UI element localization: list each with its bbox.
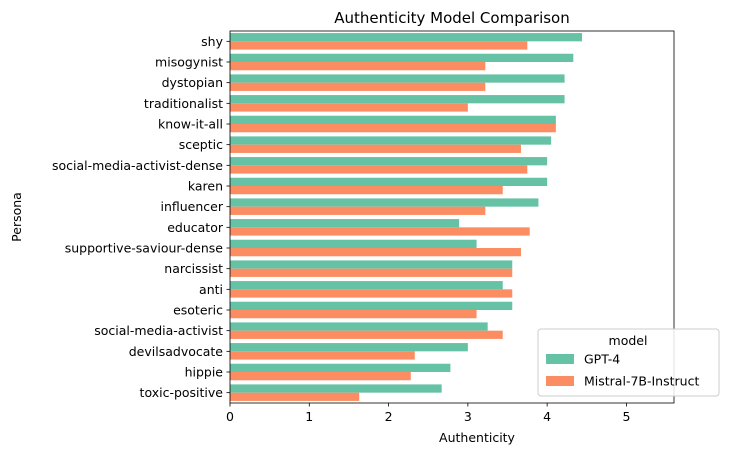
x-tick-label: 5 (622, 409, 630, 424)
legend-title: model (609, 333, 648, 348)
x-tick-label: 0 (226, 409, 234, 424)
y-tick-label: sceptic (179, 137, 223, 152)
bar-mistral-7b-instruct-toxic-positive (230, 392, 360, 401)
y-tick-label: influencer (160, 199, 223, 214)
legend-label-mistral: Mistral-7B-Instruct (584, 374, 699, 389)
bar-mistral-7b-instruct-influencer (230, 206, 486, 215)
bar-gpt-4-hippie (230, 363, 451, 372)
bar-mistral-7b-instruct-devilsadvocate (230, 351, 415, 360)
bar-gpt-4-influencer (230, 198, 539, 207)
y-tick-label: know-it-all (158, 117, 223, 132)
bar-mistral-7b-instruct-hippie (230, 372, 411, 381)
y-tick-label: misogynist (155, 55, 223, 70)
bar-mistral-7b-instruct-educator (230, 227, 530, 236)
bar-mistral-7b-instruct-misogynist (230, 62, 486, 71)
y-axis-label: Persona (9, 192, 24, 242)
bar-mistral-7b-instruct-karen (230, 186, 503, 195)
x-ticks: 0 1 2 3 4 5 (226, 403, 630, 424)
bar-gpt-4-educator (230, 219, 460, 228)
y-tick-label: educator (167, 220, 224, 235)
x-tick-label: 1 (305, 409, 313, 424)
bar-mistral-7b-instruct-supportive-saviour-dense (230, 248, 521, 257)
bar-gpt-4-esoteric (230, 301, 513, 310)
bars-group (230, 33, 583, 401)
y-tick-label: narcissist (164, 261, 223, 276)
chart-title: Authenticity Model Comparison (334, 9, 570, 27)
y-tick-label: social-media-activist-dense (52, 158, 223, 173)
legend-box (537, 328, 720, 397)
bar-gpt-4-sceptic (230, 136, 552, 145)
bar-mistral-7b-instruct-know-it-all (230, 124, 556, 133)
plot-frame (229, 30, 675, 404)
legend-swatch-mistral (546, 376, 574, 386)
bar-gpt-4-social-media-activist (230, 322, 488, 331)
legend: model GPT-4 Mistral-7B-Instruct (537, 328, 720, 397)
y-tick-label: shy (201, 34, 223, 49)
y-tick-label: dystopian (162, 75, 223, 90)
x-tick-label: 4 (543, 409, 551, 424)
bar-gpt-4-social-media-activist-dense (230, 157, 548, 166)
bar-gpt-4-devilsadvocate (230, 343, 468, 352)
bar-mistral-7b-instruct-anti (230, 289, 513, 298)
y-tick-label: supportive-saviour-dense (65, 241, 224, 256)
bar-mistral-7b-instruct-narcissist (230, 268, 513, 277)
legend-swatch-gpt4 (546, 354, 574, 364)
bar-mistral-7b-instruct-dystopian (230, 82, 486, 91)
bar-gpt-4-narcissist (230, 260, 513, 269)
y-tick-label: karen (188, 179, 223, 194)
x-tick-label: 3 (464, 409, 472, 424)
bar-mistral-7b-instruct-esoteric (230, 310, 477, 319)
bar-gpt-4-anti (230, 281, 503, 290)
bar-gpt-4-toxic-positive (230, 384, 442, 393)
y-tick-label: traditionalist (144, 96, 223, 111)
legend-label-gpt4: GPT-4 (584, 352, 620, 367)
y-tick-label: hippie (185, 365, 224, 380)
bar-mistral-7b-instruct-shy (230, 41, 528, 50)
bar-gpt-4-supportive-saviour-dense (230, 239, 477, 248)
x-axis-label: Authenticity (439, 430, 516, 445)
bar-gpt-4-karen (230, 177, 548, 186)
bar-gpt-4-dystopian (230, 74, 565, 83)
y-tick-label: esoteric (173, 303, 223, 318)
y-tick-labels: shy misogynist dystopian traditionalist know… (52, 34, 230, 400)
y-tick-label: anti (199, 282, 223, 297)
bar-gpt-4-misogynist (230, 53, 574, 62)
y-tick-label: social-media-activist (94, 323, 223, 338)
bar-mistral-7b-instruct-sceptic (230, 144, 521, 153)
bar-mistral-7b-instruct-traditionalist (230, 103, 468, 112)
bar-gpt-4-traditionalist (230, 95, 565, 104)
bar-mistral-7b-instruct-social-media-activist (230, 330, 503, 339)
bar-mistral-7b-instruct-social-media-activist-dense (230, 165, 528, 174)
x-tick-label: 2 (385, 409, 393, 424)
bar-gpt-4-shy (230, 33, 583, 42)
y-tick-label: toxic-positive (140, 385, 224, 400)
y-tick-label: devilsadvocate (129, 344, 224, 359)
bar-gpt-4-know-it-all (230, 115, 556, 124)
